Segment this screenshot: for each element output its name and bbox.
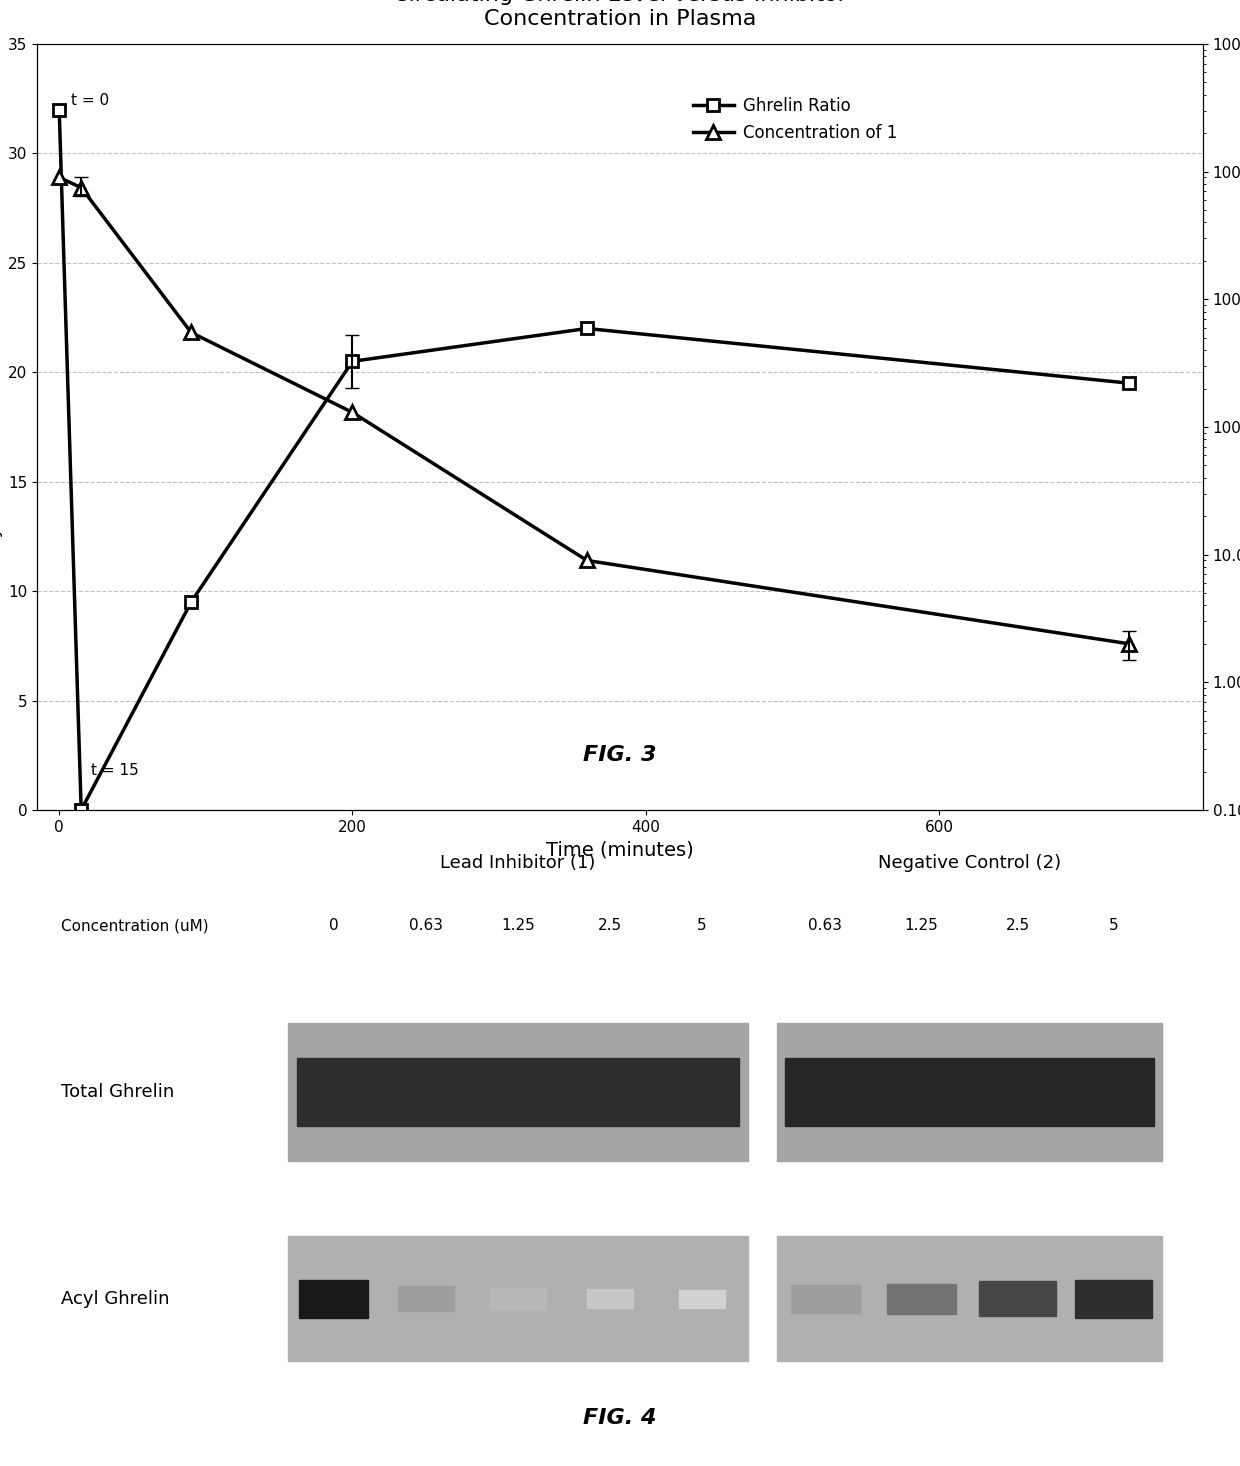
X-axis label: Time (minutes): Time (minutes) <box>546 840 694 859</box>
Text: FIG. 4: FIG. 4 <box>583 1407 657 1428</box>
Text: FIG. 3: FIG. 3 <box>583 745 657 765</box>
Text: 2.5: 2.5 <box>1006 918 1030 934</box>
Text: 5: 5 <box>1109 918 1118 934</box>
Bar <box>887 1284 956 1314</box>
Legend: Ghrelin Ratio, Concentration of 1: Ghrelin Ratio, Concentration of 1 <box>686 91 904 148</box>
Text: Concentration (uM): Concentration (uM) <box>61 918 208 934</box>
Text: 0.63: 0.63 <box>808 918 842 934</box>
Text: 5: 5 <box>697 918 707 934</box>
Text: Lead Inhibitor (1): Lead Inhibitor (1) <box>440 855 595 872</box>
Text: t = 15: t = 15 <box>92 764 139 778</box>
Text: Total Ghrelin: Total Ghrelin <box>61 1083 174 1101</box>
Bar <box>777 1023 1162 1161</box>
Y-axis label: Acyl Ghrelin/Total Ghrelin (%): Acyl Ghrelin/Total Ghrelin (%) <box>0 295 2 560</box>
Bar <box>288 1236 748 1362</box>
Bar <box>777 1236 1162 1362</box>
Text: Acyl Ghrelin: Acyl Ghrelin <box>61 1290 169 1308</box>
Bar <box>299 1280 368 1318</box>
Bar <box>298 1057 739 1126</box>
Bar <box>398 1286 454 1311</box>
Text: 0: 0 <box>329 918 339 934</box>
Text: 0.63: 0.63 <box>409 918 443 934</box>
Text: 1.25: 1.25 <box>905 918 939 934</box>
Bar <box>980 1281 1056 1316</box>
Bar <box>680 1290 725 1308</box>
Bar <box>587 1290 634 1308</box>
Text: 1.25: 1.25 <box>501 918 534 934</box>
Bar <box>490 1287 546 1311</box>
Bar <box>791 1286 861 1312</box>
Bar <box>288 1023 748 1161</box>
Text: Negative Control (2): Negative Control (2) <box>878 855 1061 872</box>
Text: t = 0: t = 0 <box>71 94 109 108</box>
Bar <box>1075 1280 1152 1318</box>
Title: Circulating Ghrelin Level versus Inhibitor
Concentration in Plasma: Circulating Ghrelin Level versus Inhibit… <box>393 0 847 28</box>
Text: 2.5: 2.5 <box>598 918 622 934</box>
Bar <box>785 1057 1154 1126</box>
